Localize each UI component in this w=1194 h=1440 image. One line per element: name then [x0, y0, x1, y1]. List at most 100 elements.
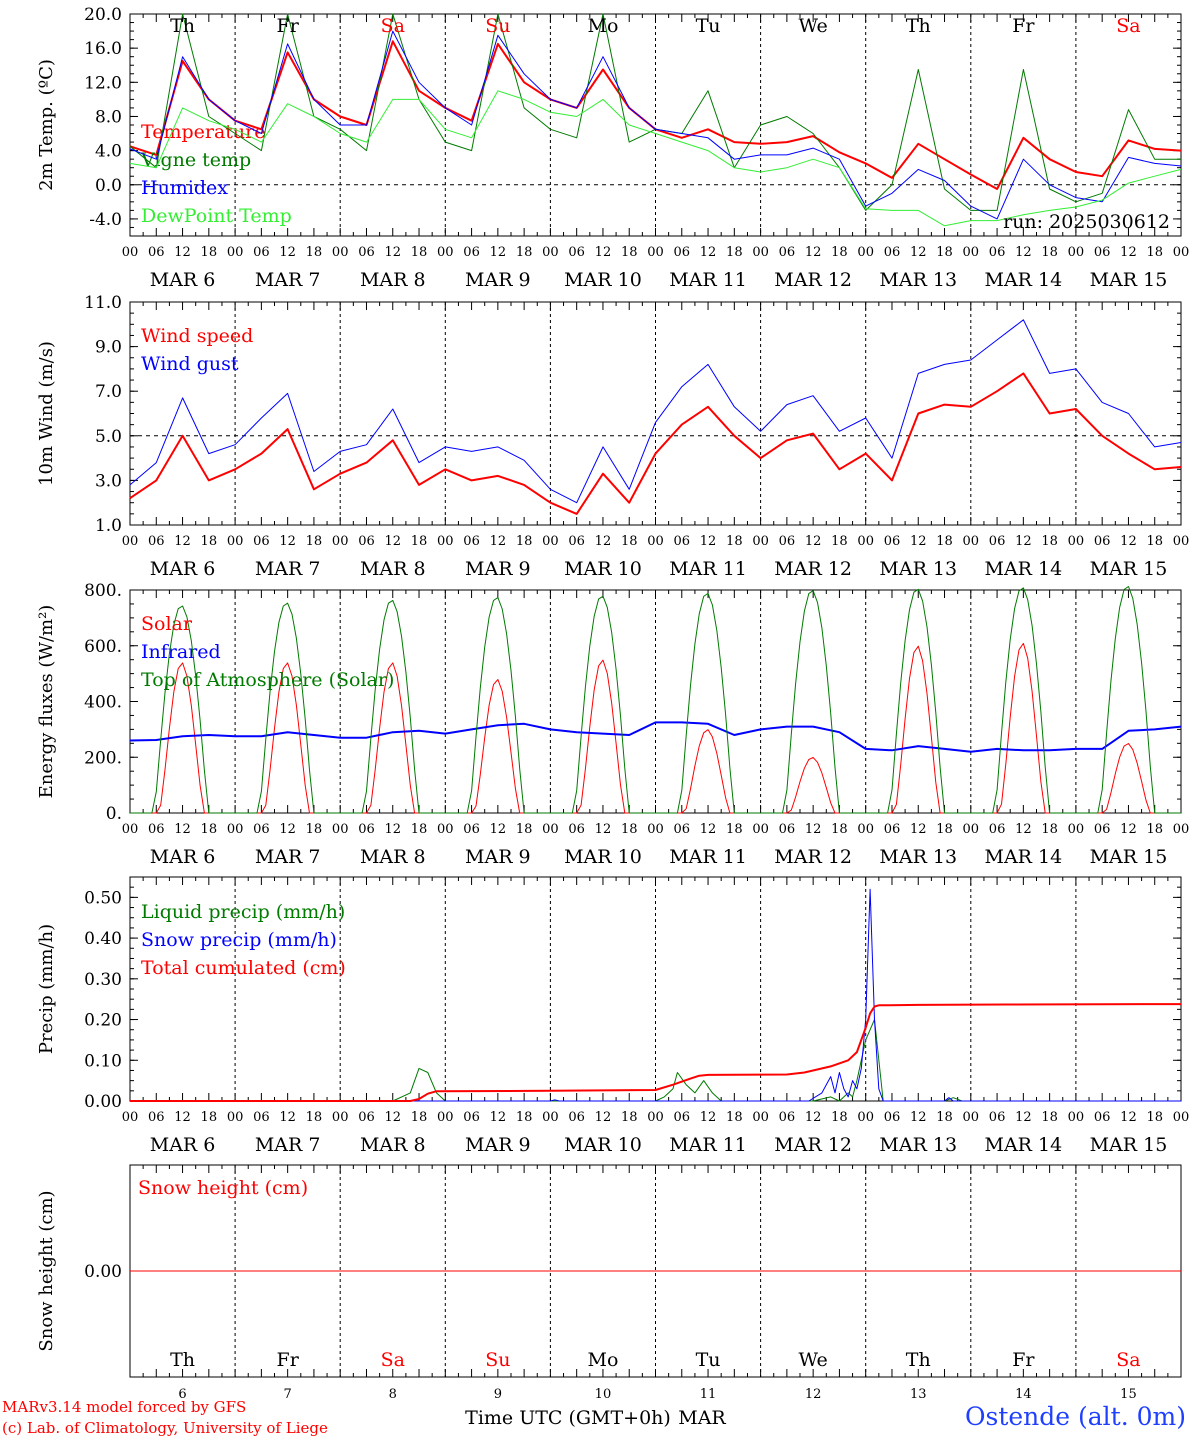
- day-of-week-label: Sa: [381, 1349, 405, 1371]
- date-number: 15: [1120, 1387, 1137, 1402]
- hour-label: 06: [989, 534, 1006, 549]
- hour-label: 18: [516, 1110, 533, 1125]
- day-of-week-label: Th: [906, 1349, 931, 1371]
- run-label: run: 2025030612: [1003, 211, 1170, 233]
- hour-label: 06: [463, 534, 480, 549]
- hour-label: 12: [595, 245, 612, 260]
- month-label: MAR: [678, 1407, 726, 1429]
- hour-label: 18: [936, 1110, 953, 1125]
- series-line: [130, 586, 1181, 814]
- hour-label: 06: [358, 534, 375, 549]
- hour-label: 06: [1094, 245, 1111, 260]
- model-credit: MARv3.14 model forced by GFS: [2, 1398, 247, 1416]
- date-label: MAR 12: [774, 1134, 852, 1156]
- hour-label: 12: [700, 245, 717, 260]
- hour-label: 06: [779, 534, 796, 549]
- date-label: MAR 10: [564, 558, 642, 580]
- hour-label: 06: [253, 1110, 270, 1125]
- day-of-week-label: Mo: [587, 1349, 618, 1371]
- y-tick-label: 0.50: [84, 888, 122, 908]
- hour-label: 00: [647, 534, 664, 549]
- hour-label: 12: [910, 245, 927, 260]
- hour-label: 18: [1146, 245, 1163, 260]
- hour-label: 12: [700, 1110, 717, 1125]
- date-label: MAR 11: [669, 1134, 747, 1156]
- hour-label: 00: [332, 1110, 349, 1125]
- hour-label: 18: [726, 1110, 743, 1125]
- date-label: MAR 9: [465, 1134, 531, 1156]
- hour-label: 12: [490, 1110, 507, 1125]
- legend-entry: Humidex: [141, 177, 228, 199]
- hour-label: 18: [201, 822, 218, 837]
- day-of-week-label: Su: [485, 15, 510, 37]
- hour-label: 12: [1015, 822, 1032, 837]
- y-tick-label: 0.10: [84, 1051, 122, 1071]
- hour-label: 18: [1041, 1110, 1058, 1125]
- hour-label: 00: [857, 245, 874, 260]
- date-label: MAR 14: [984, 269, 1062, 291]
- hour-label: 06: [884, 1110, 901, 1125]
- date-label: MAR 7: [255, 1134, 321, 1156]
- date-label: MAR 6: [150, 1134, 216, 1156]
- date-label: MAR 9: [465, 558, 531, 580]
- hour-label: 12: [700, 822, 717, 837]
- hour-label: 12: [384, 822, 401, 837]
- hour-label: 18: [516, 534, 533, 549]
- y-tick-label: 8.0: [95, 107, 122, 127]
- hour-label: 12: [384, 1110, 401, 1125]
- hour-label: 06: [779, 245, 796, 260]
- hour-label: 06: [674, 822, 691, 837]
- hour-label: 00: [1173, 245, 1190, 260]
- hour-label: 00: [647, 245, 664, 260]
- hour-label: 00: [227, 534, 244, 549]
- y-tick-label: 16.0: [84, 39, 122, 59]
- y-tick-label: 0.20: [84, 1011, 122, 1031]
- legend-entry: Liquid precip (mm/h): [141, 901, 345, 923]
- series-line: [129, 721, 1182, 753]
- hour-label: 06: [568, 534, 585, 549]
- hour-label: 00: [647, 1110, 664, 1125]
- hour-label: 00: [857, 822, 874, 837]
- station-title: Ostende (alt. 0m): [965, 1402, 1186, 1431]
- hour-label: 12: [490, 534, 507, 549]
- day-of-week-label: Sa: [381, 15, 405, 37]
- legend-entry: Infrared: [141, 641, 221, 663]
- legend-entry: Top of Atmosphere (Solar): [141, 669, 394, 691]
- lab-credit: (c) Lab. of Climatology, University of L…: [2, 1419, 328, 1437]
- hour-label: 18: [411, 822, 428, 837]
- hour-label: 06: [1094, 534, 1111, 549]
- hour-label: 00: [963, 534, 980, 549]
- hour-label: 18: [621, 245, 638, 260]
- hour-label: 00: [752, 245, 769, 260]
- y-tick-label: 12.0: [84, 73, 122, 93]
- hour-label: 18: [621, 1110, 638, 1125]
- hour-label: 18: [516, 245, 533, 260]
- y-axis-title: Energy fluxes (W/m²): [36, 605, 57, 799]
- hour-label: 00: [963, 1110, 980, 1125]
- hour-label: 06: [884, 822, 901, 837]
- date-label: MAR 6: [150, 558, 216, 580]
- y-tick-label: 200.: [84, 748, 122, 768]
- hour-label: 06: [568, 822, 585, 837]
- hour-label: 06: [148, 245, 165, 260]
- legend-entry: Vigne temp: [140, 149, 251, 171]
- legend-entry: Wind gust: [141, 353, 239, 375]
- hour-label: 12: [490, 822, 507, 837]
- hour-label: 00: [227, 245, 244, 260]
- hour-label: 00: [1173, 822, 1190, 837]
- hour-label: 18: [831, 534, 848, 549]
- date-label: MAR 10: [564, 846, 642, 868]
- hour-label: 18: [621, 822, 638, 837]
- hour-label: 00: [1068, 245, 1085, 260]
- day-of-week-label: We: [799, 15, 828, 37]
- day-of-week-label: Th: [170, 15, 195, 37]
- hour-label: 18: [411, 1110, 428, 1125]
- hour-label: 00: [542, 822, 559, 837]
- hour-label: 18: [201, 1110, 218, 1125]
- legend-entry: Solar: [141, 613, 193, 635]
- y-tick-label: 4.0: [95, 142, 122, 162]
- legend-entry: Total cumulated (cm): [141, 957, 346, 979]
- date-label: MAR 15: [1090, 558, 1168, 580]
- hour-label: 00: [542, 534, 559, 549]
